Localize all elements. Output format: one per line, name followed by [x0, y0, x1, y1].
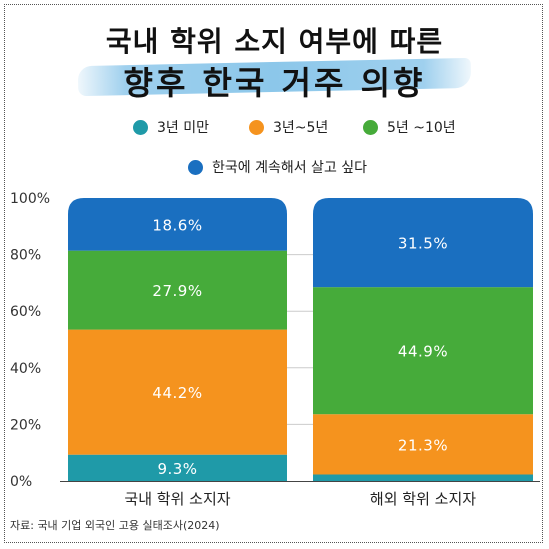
- chart-subtitle-wrap: 향후 한국 거주 의향: [77, 56, 472, 102]
- bar-segment: [313, 287, 533, 415]
- legend-swatch: [133, 119, 148, 135]
- y-tick-label: 40%: [10, 361, 41, 377]
- y-tick-label: 20%: [10, 417, 41, 433]
- legend-item-3-5y: 3년~5년: [249, 117, 328, 137]
- data-label: 44.2%: [152, 384, 202, 402]
- x-tick-label: 국내 학위 소지자: [124, 490, 230, 508]
- bar-segment: [313, 474, 533, 481]
- bar-segment: [68, 454, 287, 481]
- y-tick-label: 100%: [10, 191, 50, 207]
- data-label: 44.9%: [398, 343, 448, 361]
- legend-swatch: [188, 159, 203, 175]
- bar-segment: [313, 414, 533, 475]
- y-tick-label: 80%: [10, 248, 41, 264]
- legend-label: 5년 ~10년: [387, 120, 456, 136]
- legend-swatch: [249, 119, 264, 135]
- legend-item-5-10y: 5년 ~10년: [363, 117, 456, 137]
- bar-segment: [68, 329, 287, 455]
- data-label: 18.6%: [152, 216, 202, 234]
- bar-segment: [68, 250, 287, 330]
- chart-subtitle: 향후 한국 거주 의향: [123, 64, 426, 102]
- image-frame: [4, 4, 543, 543]
- data-label: 27.9%: [152, 282, 202, 300]
- legend-swatch: [363, 119, 378, 135]
- data-label: 9.3%: [157, 460, 197, 478]
- bar-stack: [68, 198, 287, 481]
- legend-label: 3년~5년: [273, 120, 329, 136]
- x-tick-label: 해외 학위 소지자: [370, 490, 476, 508]
- bar-stack: [313, 198, 533, 481]
- bar-segment: [313, 198, 533, 288]
- legend-item-stay-forever: 한국에 계속해서 살고 싶다: [188, 157, 367, 177]
- data-label: 21.3%: [398, 436, 448, 454]
- legend-item-under-3y: 3년 미만: [133, 117, 209, 137]
- y-tick-label: 0%: [10, 474, 32, 490]
- source-note: 자료: 국내 기업 외국인 고용 실태조사(2024): [10, 519, 220, 532]
- data-label: 31.5%: [398, 235, 448, 253]
- y-tick-label: 60%: [10, 304, 41, 320]
- bar-segment: [68, 198, 287, 251]
- legend-label: 3년 미만: [157, 120, 209, 136]
- legend-label: 한국에 계속해서 살고 싶다: [212, 160, 368, 176]
- chart-title: 국내 학위 소지 여부에 따른: [105, 25, 444, 58]
